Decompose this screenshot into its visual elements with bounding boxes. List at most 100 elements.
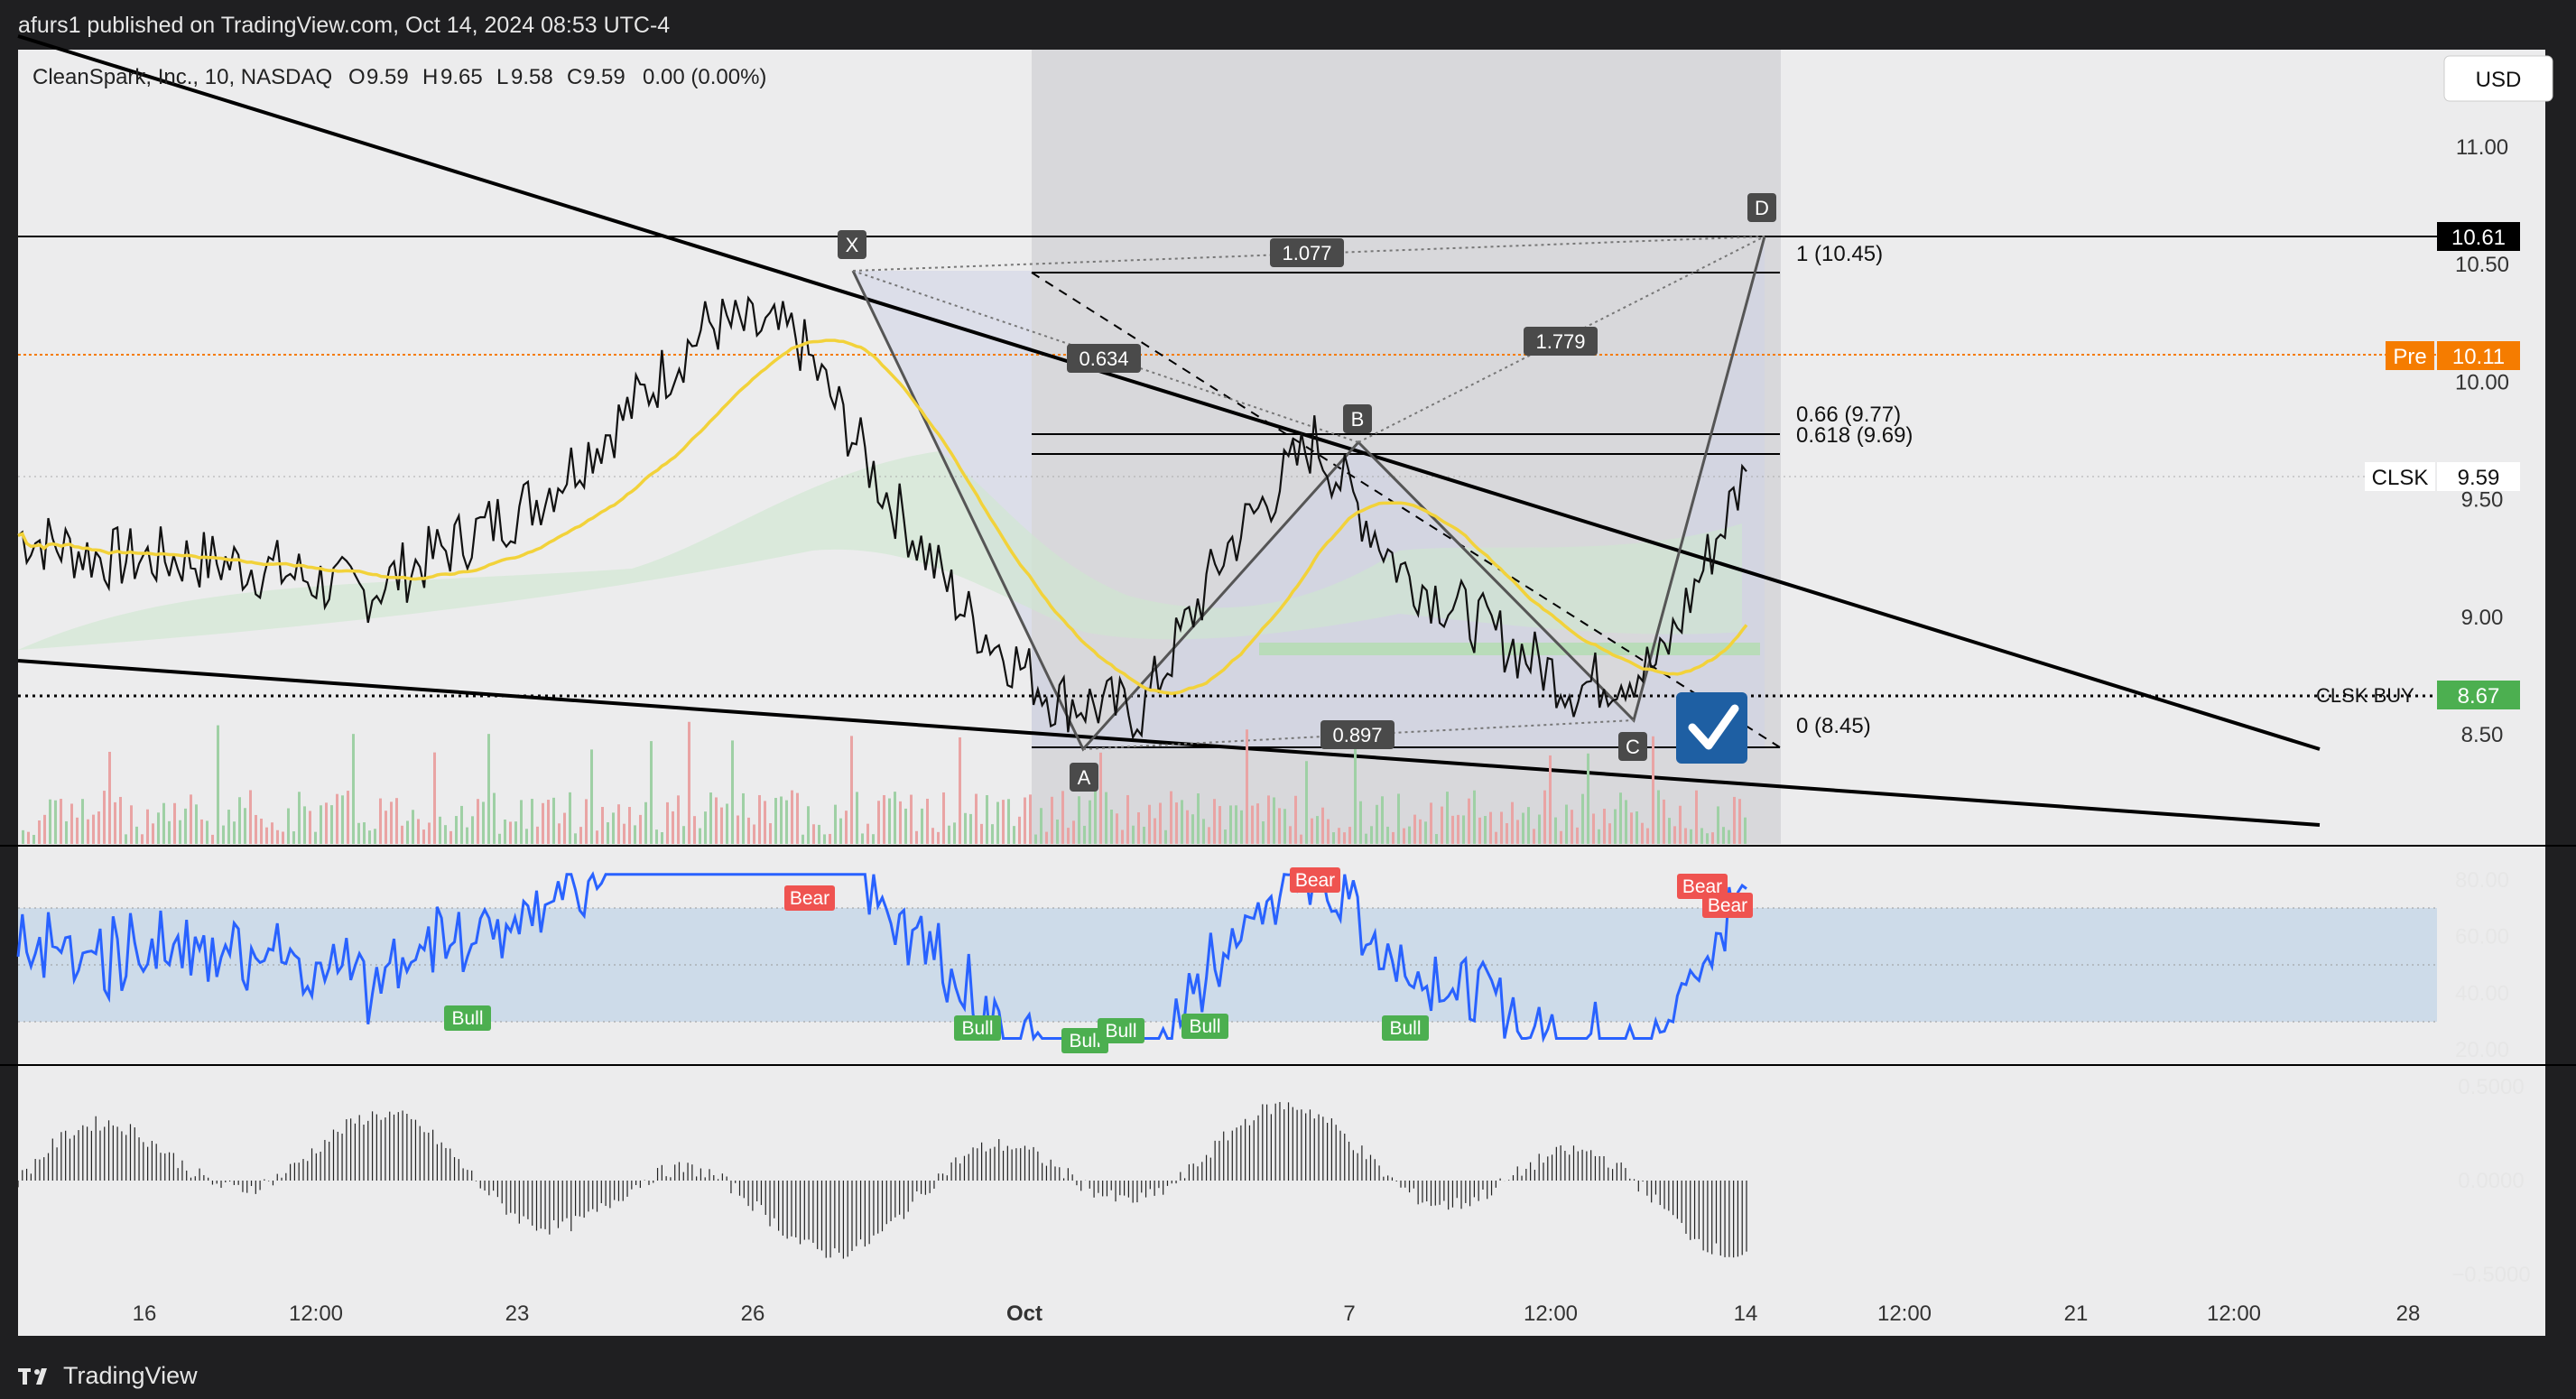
volume-bar <box>363 822 366 844</box>
ohlc-open: 9.59 <box>366 65 409 89</box>
volume-bar <box>850 736 853 844</box>
volume-bar <box>1522 812 1524 844</box>
volume-bar <box>1462 815 1465 844</box>
volume-bar <box>168 820 171 844</box>
volume-bar <box>1229 805 1232 844</box>
volume-bar <box>531 799 533 844</box>
volume-bar <box>49 799 51 844</box>
volume-bar <box>1251 805 1254 844</box>
svg-text:Bull: Bull <box>451 1008 483 1029</box>
svg-text:USD: USD <box>2476 68 2522 92</box>
point-b-label: B <box>1343 404 1372 433</box>
volume-bar <box>184 808 187 844</box>
svg-text:1.779: 1.779 <box>1535 330 1585 353</box>
volume-bar <box>493 792 496 844</box>
tradingview-brand: TradingView <box>63 1362 198 1389</box>
volume-bar <box>753 824 755 844</box>
time-tick-label: 26 <box>741 1302 765 1326</box>
volume-bar <box>238 797 241 844</box>
volume-bar <box>1343 832 1346 844</box>
rsi-tick-label: 80.00 <box>2455 868 2509 893</box>
volume-bar <box>211 834 214 844</box>
volume-bar <box>1419 819 1422 844</box>
volume-bar <box>303 806 306 844</box>
volume-bar <box>688 721 690 844</box>
check-icon <box>1676 692 1747 764</box>
volume-bar <box>704 811 707 844</box>
volume-bar <box>22 829 24 844</box>
svg-text:8.67: 8.67 <box>2458 684 2500 709</box>
volume-bar <box>926 798 929 844</box>
fib-label-0618: 0.618 (9.69) <box>1796 423 1913 448</box>
volume-bar <box>1717 806 1719 844</box>
volume-bar <box>758 794 761 844</box>
volume-bar <box>401 825 403 844</box>
volume-bar <box>152 823 154 844</box>
volume-bar <box>915 830 918 844</box>
volume-bar <box>861 833 864 844</box>
volume-bar <box>32 834 35 844</box>
ohlc-open-label: O <box>348 65 366 89</box>
ratio-label-0897: 0.897 <box>1320 720 1395 749</box>
volume-bar <box>774 798 777 844</box>
volume-bar <box>1099 752 1102 844</box>
volume-bar <box>1430 802 1432 844</box>
volume-bar <box>1527 807 1530 844</box>
volume-bar <box>991 824 994 844</box>
volume-bar <box>1733 796 1736 844</box>
volume-bar <box>330 805 333 844</box>
volume-bar <box>1571 810 1573 844</box>
volume-bar <box>1657 790 1660 844</box>
volume-bar <box>1311 818 1313 844</box>
volume-bar <box>709 792 712 844</box>
volume-bar <box>439 816 441 844</box>
price-tick-label: 11.00 <box>2456 135 2508 160</box>
volume-bar <box>1581 793 1584 844</box>
volume-bar <box>904 808 907 844</box>
fib-diagonal <box>1031 272 1781 748</box>
volume-bar <box>986 794 988 844</box>
volume-bar <box>596 830 598 844</box>
volume-bar <box>135 826 138 844</box>
volume-bar <box>839 818 842 844</box>
volume-bar <box>639 814 642 844</box>
volume-bar <box>1110 810 1113 844</box>
volume-bar <box>655 829 658 844</box>
svg-text:Bear: Bear <box>1708 895 1747 916</box>
volume-bar <box>471 816 474 844</box>
time-axis: 16 12:00 23 26 Oct 7 12:00 14 12:00 21 12:00 28 <box>133 1302 2421 1326</box>
time-tick-label: 23 <box>505 1302 530 1326</box>
volume-bar <box>357 822 360 844</box>
osc-tick-label: 0.0000 <box>2458 1169 2524 1193</box>
volume-bar <box>141 834 144 844</box>
volume-bar <box>737 815 739 844</box>
volume-bar <box>406 820 409 844</box>
volume-bar <box>206 820 208 844</box>
volume-bar <box>76 817 79 844</box>
volume-bar <box>509 821 512 844</box>
ratio-label-1779: 1.779 <box>1524 327 1598 356</box>
volume-bar <box>834 804 837 844</box>
volume-bar <box>1516 820 1519 844</box>
volume-bar <box>1652 736 1654 844</box>
svg-text:1.077: 1.077 <box>1282 242 1331 264</box>
volume-bar <box>455 816 458 844</box>
volume-bar <box>1202 819 1205 844</box>
volume-bar <box>130 805 133 844</box>
volume-bar <box>866 823 869 844</box>
volume-bar <box>395 798 398 844</box>
volume-bar <box>601 807 604 844</box>
volume-bar <box>699 828 701 844</box>
volume-bar <box>1635 811 1638 844</box>
bull-tag: Bull <box>1098 1018 1144 1043</box>
volume-bar <box>563 812 566 844</box>
volume-bar <box>1565 804 1568 844</box>
ratio-label-1077: 1.077 <box>1270 238 1344 267</box>
price-tick-label: 8.50 <box>2461 723 2504 747</box>
currency-button[interactable]: USD <box>2443 55 2553 102</box>
volume-bar <box>336 793 338 844</box>
resistance-price-tag: 10.61 <box>2437 222 2520 251</box>
volume-bar <box>1051 796 1053 844</box>
volume-bar <box>1424 821 1427 844</box>
